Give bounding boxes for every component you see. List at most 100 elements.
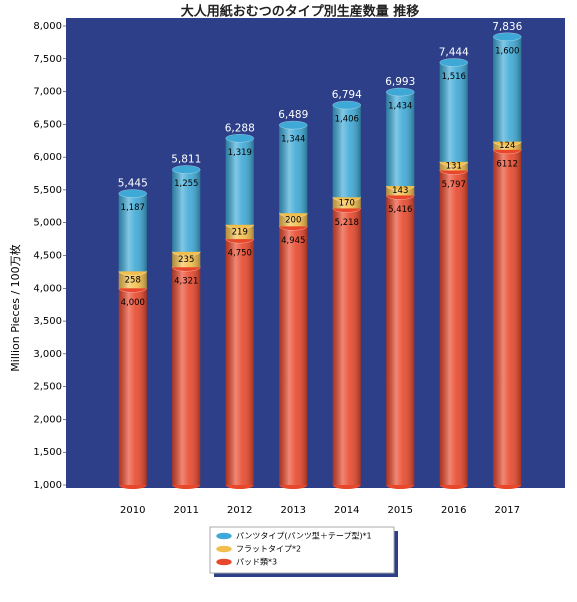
y-tick-label: 5,500: [33, 185, 62, 196]
bar-segment: [386, 191, 415, 485]
cylinder-top: [118, 189, 147, 198]
legend-marker: [215, 545, 233, 553]
data-label: 131: [446, 162, 462, 172]
bar-shade: [118, 288, 147, 485]
bar-segment: [172, 262, 201, 485]
data-label: 6112: [496, 159, 518, 169]
total-label: 6,993: [385, 76, 415, 88]
bar-shade: [279, 125, 308, 214]
data-label: 1,600: [495, 46, 519, 56]
x-tick-label: 2015: [388, 505, 413, 516]
y-tick-label: 2,500: [33, 382, 62, 393]
bar-segment: [439, 58, 468, 162]
y-tick-label: 4,000: [33, 283, 62, 294]
cylinder-top: [439, 58, 468, 67]
bar-shade: [172, 267, 201, 485]
bar-segment: [279, 120, 308, 214]
total-label: 5,445: [118, 178, 148, 190]
bar-segment: [118, 284, 147, 485]
bar-shade: [386, 92, 415, 187]
chart-title: 大人用紙おむつのタイプ別生産数量 推移: [181, 4, 420, 20]
data-label: 1,516: [442, 72, 466, 82]
bar-segment: [493, 145, 522, 485]
data-label: 1,344: [281, 135, 305, 145]
x-tick-label: 2017: [495, 505, 520, 516]
data-label: 5,218: [335, 218, 359, 228]
bar-shade: [439, 170, 468, 485]
data-label: 1,434: [388, 102, 412, 112]
data-label: 4,000: [121, 298, 145, 308]
x-tick-label: 2011: [174, 505, 199, 516]
total-label: 6,288: [225, 122, 255, 134]
bar-segment: [386, 87, 415, 187]
bar-segment: [439, 166, 468, 485]
total-label: 7,444: [439, 46, 469, 58]
legend-label: パンツタイプ(パンツ型＋テープ型)*1: [236, 532, 372, 541]
cylinder-top: [332, 100, 361, 110]
total-label: 6,794: [332, 89, 362, 101]
y-tick-label: 6,000: [33, 152, 62, 163]
bar-segment: [225, 234, 254, 485]
y-tick-label: 7,500: [33, 54, 62, 65]
bar-shade: [332, 105, 361, 198]
bar-shade: [439, 62, 468, 162]
y-tick-label: 2,000: [33, 414, 62, 425]
x-tick-label: 2010: [120, 505, 145, 516]
total-label: 5,811: [171, 154, 201, 166]
bar-shade: [493, 36, 522, 142]
data-label: 170: [339, 198, 355, 208]
y-tick-label: 1,000: [33, 480, 62, 491]
data-label: 1,319: [228, 148, 252, 158]
data-label: 143: [392, 186, 408, 196]
data-label: 1,187: [121, 203, 145, 213]
bar-segment: [493, 32, 522, 142]
plot-background: [66, 18, 565, 488]
bar-segment: [118, 189, 147, 272]
y-tick-label: 8,000: [33, 21, 62, 32]
bar-shade: [118, 193, 147, 272]
bar-segment: [332, 204, 361, 485]
cylinder-top: [386, 87, 415, 97]
legend-marker: [215, 532, 233, 540]
x-tick-label: 2016: [441, 505, 466, 516]
bar-shade: [493, 149, 522, 485]
legend-box: [209, 526, 395, 574]
total-label: 7,836: [492, 21, 522, 33]
data-label: 4,945: [281, 236, 305, 246]
y-axis-label: Million Pieces / 100万枚: [8, 244, 22, 371]
data-label: 258: [125, 275, 141, 285]
y-tick-label: 5,000: [33, 218, 62, 229]
data-label: 5,797: [442, 180, 466, 190]
bar-segment: [225, 134, 254, 225]
cylinder-top: [279, 120, 308, 130]
bar-shade: [172, 169, 201, 252]
cylinder-top: [225, 134, 254, 143]
data-label: 1,255: [174, 179, 198, 189]
total-label: 6,489: [278, 109, 308, 121]
y-tick-label: 1,500: [33, 447, 62, 458]
data-label: 124: [499, 141, 515, 151]
y-tick-label: 7,000: [33, 87, 62, 98]
cylinder-top: [493, 32, 522, 42]
x-tick-label: 2012: [227, 505, 252, 516]
bar-shade: [332, 197, 361, 209]
data-label: 235: [178, 255, 194, 265]
bar-segment: [279, 222, 308, 485]
bar-shade: [118, 271, 147, 289]
bar-shade: [386, 195, 415, 485]
x-tick-label: 2014: [334, 505, 359, 516]
data-label: 4,750: [228, 249, 252, 259]
bar-shade: [332, 208, 361, 485]
bar-segment: [172, 165, 201, 252]
bar-shade: [386, 186, 415, 196]
data-label: 200: [285, 215, 301, 225]
bar-shade: [172, 251, 201, 268]
y-tick-label: 4,500: [33, 251, 62, 262]
bar-shade: [439, 161, 468, 171]
x-tick-label: 2013: [281, 505, 306, 516]
bar-shade: [225, 138, 254, 225]
bar-shade: [279, 226, 308, 485]
data-label: 4,321: [174, 277, 198, 287]
